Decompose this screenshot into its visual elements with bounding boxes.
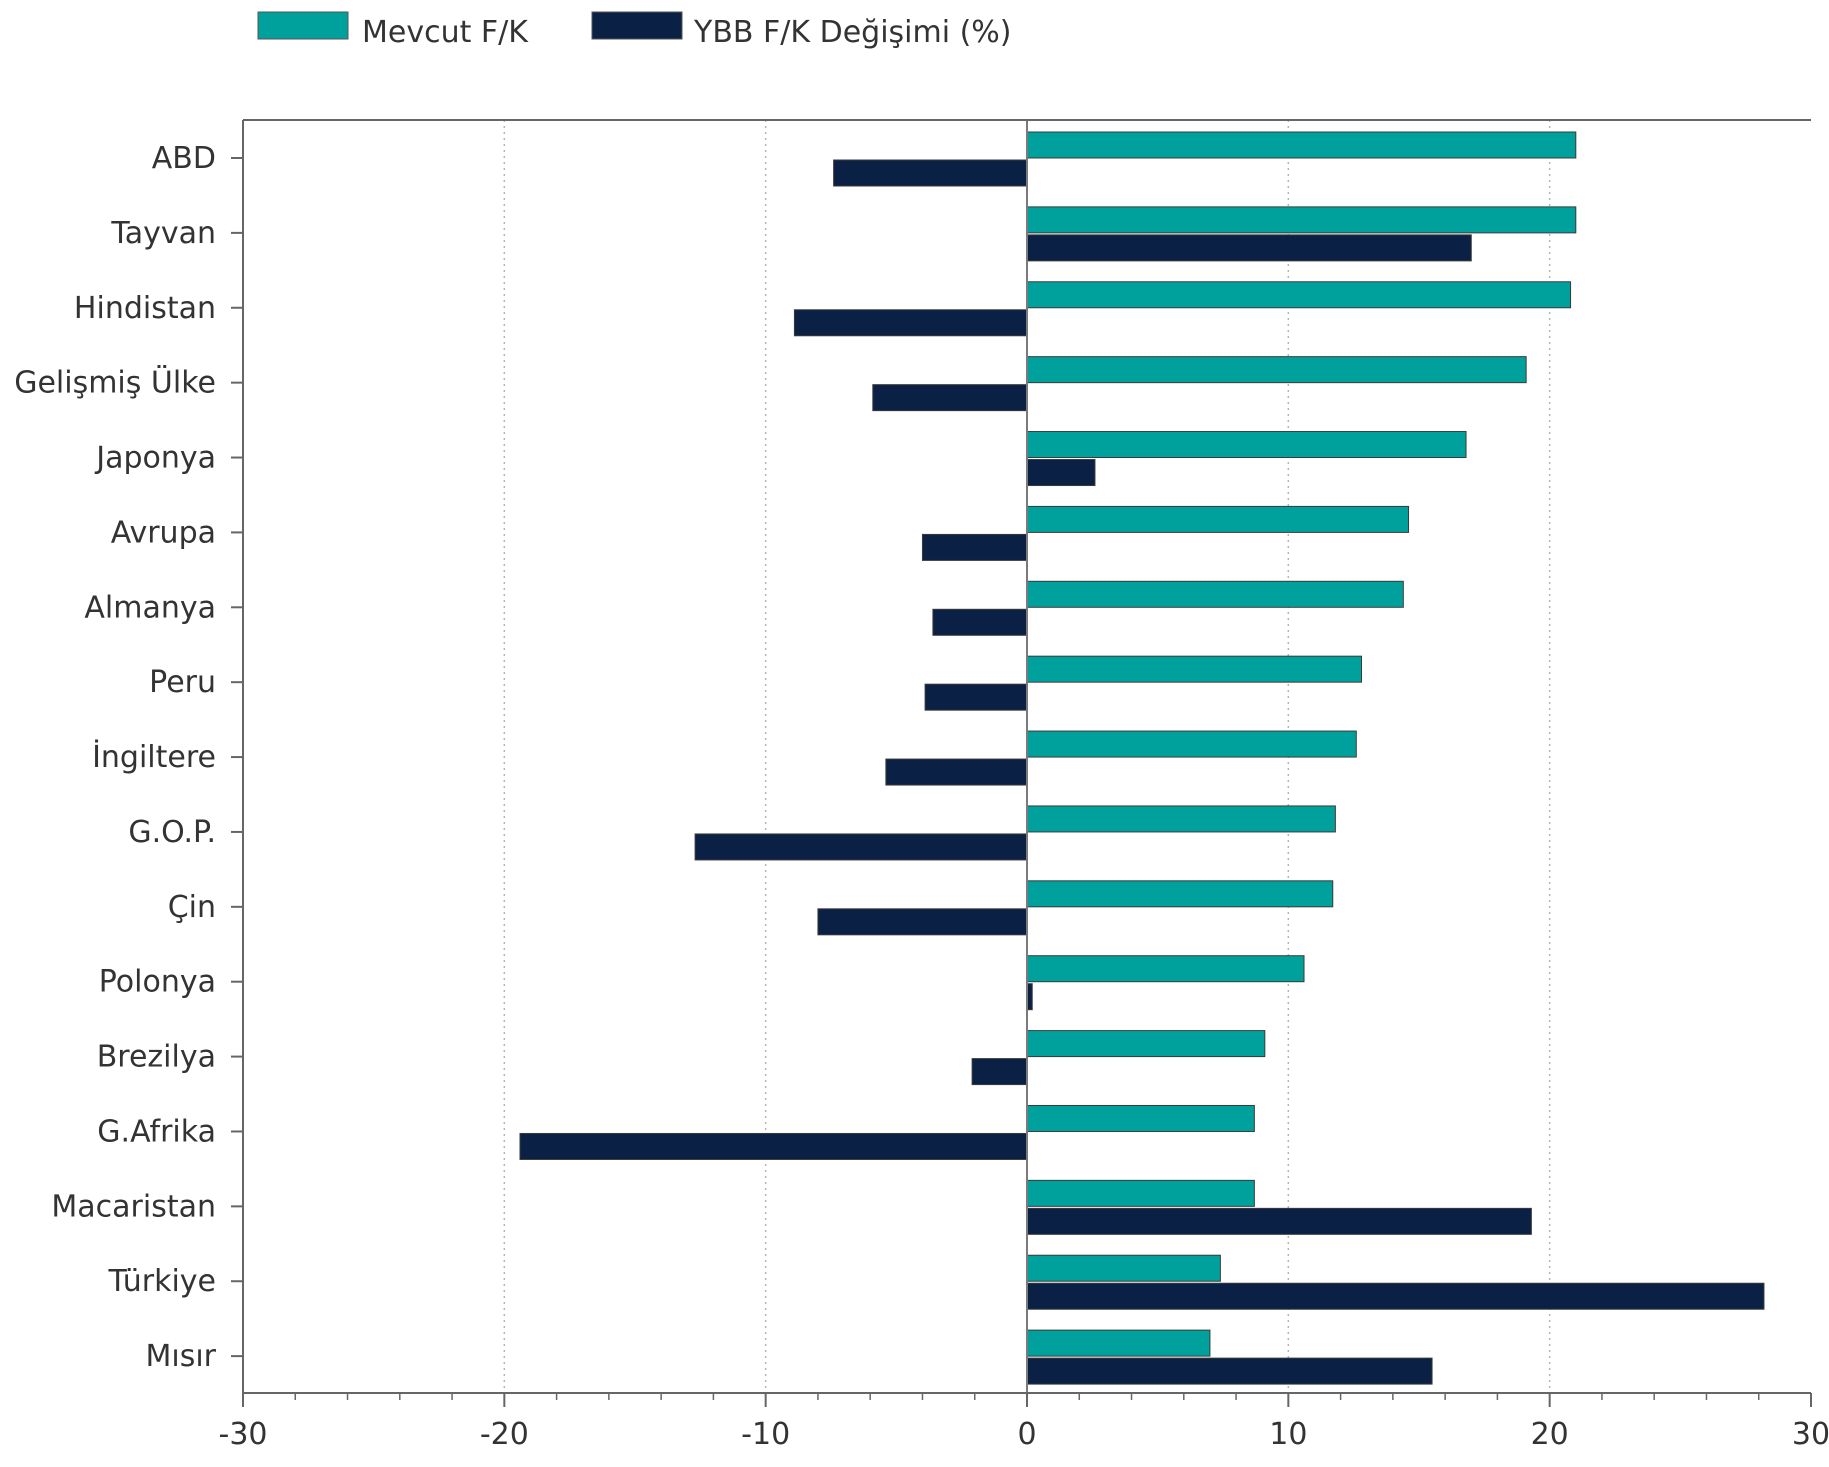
bar-ybb-fk-degisimi: [971, 1058, 1028, 1086]
bar-mevcut-fk: [1026, 356, 1527, 384]
bar-mevcut-fk: [1026, 955, 1305, 983]
bar-ybb-fk-degisimi: [924, 683, 1028, 711]
bar-ybb-fk-degisimi: [1026, 459, 1096, 487]
category-label: İngiltere: [92, 739, 216, 775]
category-label: Almanya: [84, 590, 216, 625]
bar-ybb-fk-degisimi: [1026, 1357, 1433, 1385]
bar-mevcut-fk: [1026, 131, 1577, 159]
axes: -30 -20 -10 0 10 20 30 ABD Tayvan Hindistan Gelişm…: [14, 119, 1829, 1452]
category-label: Türkiye: [108, 1264, 216, 1299]
category-label: G.Afrika: [97, 1114, 216, 1149]
bar-mevcut-fk: [1026, 431, 1467, 459]
bar-mevcut-fk: [1026, 1104, 1255, 1132]
x-tick-label: 10: [1269, 1417, 1307, 1452]
x-tick-label: -20: [480, 1417, 529, 1452]
bar-mevcut-fk: [1026, 1179, 1255, 1207]
bar-ybb-fk-degisimi: [833, 159, 1028, 187]
x-tick-label: -10: [741, 1417, 790, 1452]
bar-ybb-fk-degisimi: [519, 1132, 1028, 1160]
legend-label: YBB F/K Değişimi (%): [693, 15, 1012, 50]
legend-label: Mevcut F/K: [362, 15, 529, 50]
category-label: Avrupa: [111, 515, 216, 550]
bar-mevcut-fk: [1026, 880, 1334, 908]
bar-ybb-fk-degisimi: [921, 533, 1028, 561]
category-label: Çin: [168, 890, 216, 925]
category-label: Japonya: [94, 441, 216, 476]
x-tick-label: 30: [1792, 1417, 1829, 1452]
bar-ybb-fk-degisimi: [694, 833, 1028, 861]
bars: [519, 131, 1765, 1385]
legend-swatch: [257, 11, 349, 40]
category-label: Polonya: [99, 965, 216, 1000]
bar-mevcut-fk: [1026, 730, 1357, 758]
category-label: Brezilya: [97, 1040, 216, 1075]
category-label: ABD: [152, 141, 216, 176]
category-label: Gelişmiş Ülke: [14, 365, 216, 401]
bar-mevcut-fk: [1026, 281, 1572, 309]
bar-mevcut-fk: [1026, 1329, 1211, 1357]
bar-mevcut-fk: [1026, 1030, 1266, 1058]
bar-ybb-fk-degisimi: [932, 608, 1028, 636]
bar-mevcut-fk: [1026, 206, 1577, 234]
bar-ybb-fk-degisimi: [817, 908, 1028, 936]
legend-swatch: [591, 11, 683, 40]
bar-mevcut-fk: [1026, 580, 1404, 608]
x-tick-label: -30: [219, 1417, 268, 1452]
category-label: G.O.P.: [128, 815, 216, 850]
category-label: Tayvan: [110, 216, 216, 251]
category-label: Macaristan: [51, 1189, 216, 1224]
bar-ybb-fk-degisimi: [1026, 234, 1472, 262]
bar-ybb-fk-degisimi: [872, 384, 1028, 412]
legend-item-0: Mevcut F/K: [257, 11, 529, 50]
bar-ybb-fk-degisimi: [1026, 1207, 1532, 1235]
legend-item-1: YBB F/K Değişimi (%): [591, 11, 1012, 50]
category-label: Hindistan: [74, 291, 216, 326]
legend: Mevcut F/K YBB F/K Değişimi (%): [257, 11, 1012, 50]
bar-ybb-fk-degisimi: [885, 758, 1028, 786]
category-label: Mısır: [145, 1339, 216, 1374]
x-tick-label: 0: [1017, 1417, 1036, 1452]
bar-mevcut-fk: [1026, 505, 1410, 533]
bar-ybb-fk-degisimi: [793, 309, 1028, 337]
bar-mevcut-fk: [1026, 655, 1363, 683]
x-tick-label: 20: [1531, 1417, 1569, 1452]
category-label: Peru: [149, 665, 216, 700]
bar-ybb-fk-degisimi: [1026, 1282, 1765, 1310]
bar-mevcut-fk: [1026, 805, 1336, 833]
bar-mevcut-fk: [1026, 1254, 1221, 1282]
